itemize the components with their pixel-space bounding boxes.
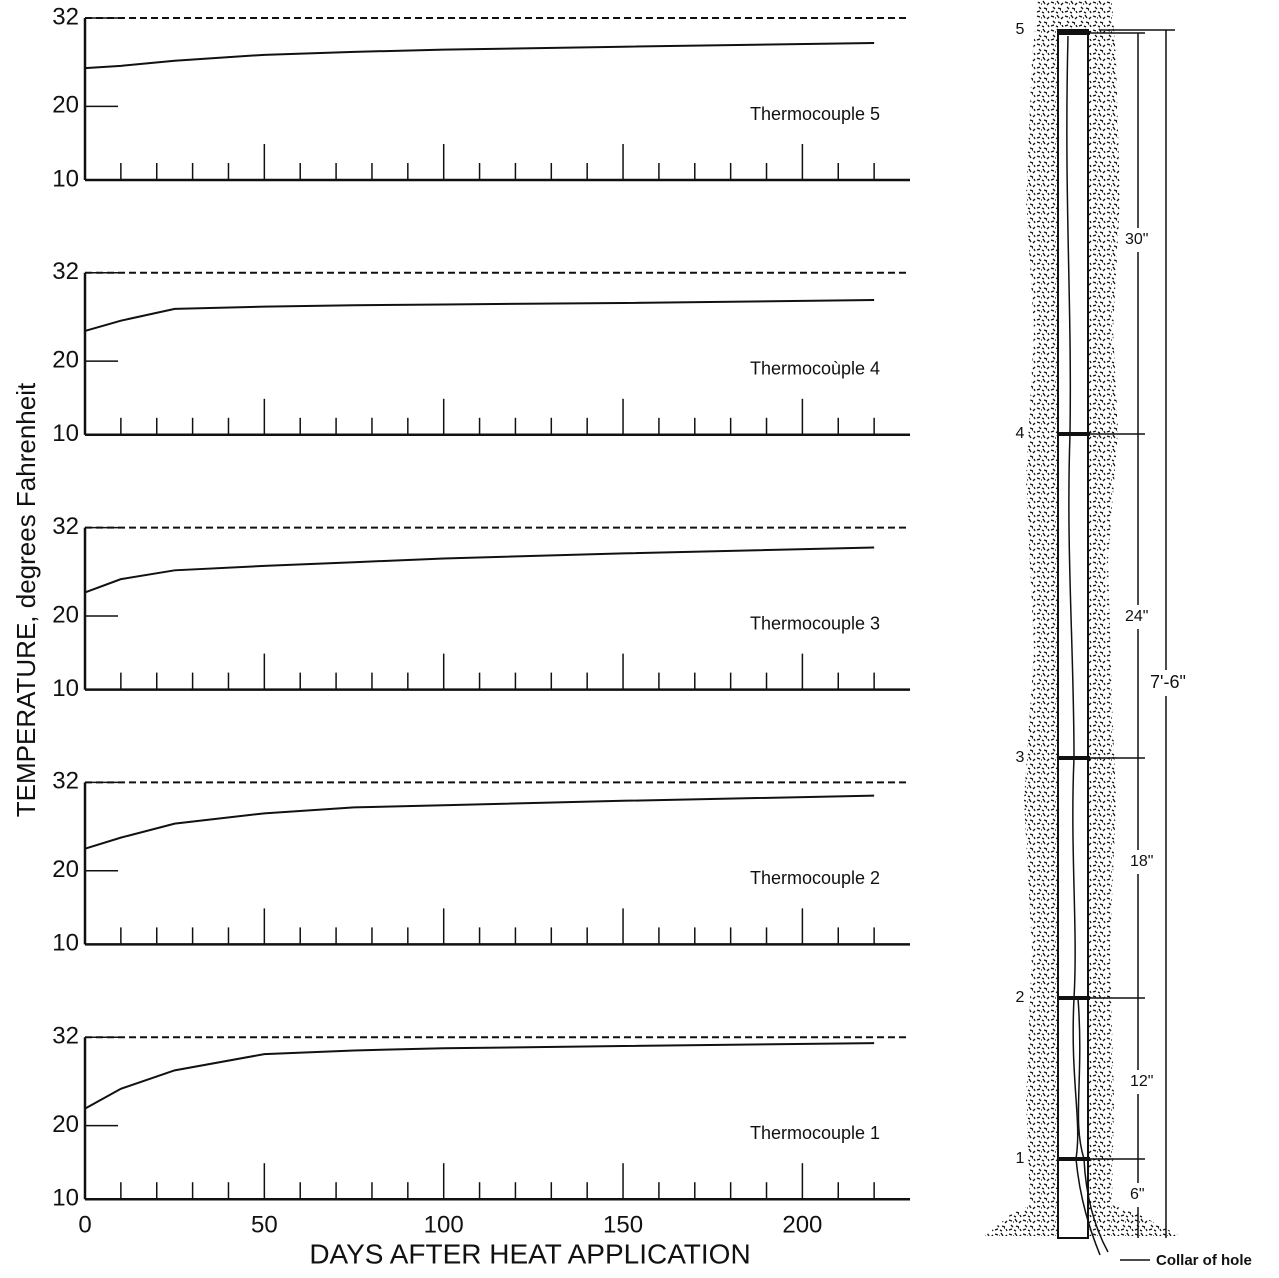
x-tick-label: 150: [603, 1212, 643, 1239]
x-axis-label: DAYS AFTER HEAT APPLICATION: [309, 1238, 750, 1269]
level-lines: [1058, 31, 1090, 1161]
y-tick-label: 32: [52, 513, 79, 540]
data-line: [84, 794, 875, 850]
borehole-diagram: 5 4 3 2 1 30" 24" 18" 12" 6" 7'-6" Colla…: [985, 0, 1252, 1269]
y-tick-label: 20: [52, 92, 79, 119]
annotation: Thermocouple 1: [750, 1123, 880, 1143]
y-tick-label: 10: [52, 930, 79, 957]
level-label: 4: [1016, 425, 1025, 442]
pipe: [1057, 29, 1089, 1239]
y-tick-label: 10: [52, 165, 79, 192]
y-tick-label: 10: [52, 420, 79, 447]
y-tick-label: 20: [52, 856, 79, 883]
annotation: Thermocoùple 4: [750, 359, 880, 379]
spacing-label: 30": [1125, 231, 1148, 248]
data-line: [84, 299, 875, 332]
y-tick-label: 20: [52, 601, 79, 628]
x-tick-label: 100: [424, 1212, 464, 1239]
annotation: Thermocouple 5: [750, 104, 880, 124]
annotation: Thermocouple 3: [750, 613, 880, 633]
y-tick-label: 32: [52, 1023, 79, 1050]
y-tick-label: 32: [52, 3, 79, 30]
wire: [1077, 997, 1109, 1253]
y-axis-label: TEMPERATURE, degrees Fahrenheit: [11, 382, 41, 817]
total-depth-label: 7'-6": [1150, 672, 1186, 692]
level-label: 3: [1016, 749, 1025, 766]
x-tick-label: 200: [782, 1212, 822, 1239]
y-tick-label: 20: [52, 347, 79, 374]
data-line: [84, 42, 875, 70]
annotation: Thermocouple 2: [750, 868, 880, 888]
y-tick-label: 10: [52, 1185, 79, 1212]
collar-label: Collar of hole: [1156, 1252, 1252, 1269]
charts: 10 20 32 Thermocouple 5 10 20 32 Thermocoùple 4…: [52, 3, 910, 1239]
level-label: 5: [1016, 21, 1025, 38]
spacing-label: 12": [1130, 1073, 1153, 1090]
x-tick-label: 0: [78, 1212, 91, 1239]
level-label: 1: [1016, 1150, 1025, 1167]
y-tick-label: 20: [52, 1111, 79, 1138]
level-label: 2: [1016, 989, 1025, 1006]
spacing-label: 6": [1130, 1186, 1145, 1203]
y-tick-label: 32: [52, 258, 79, 285]
spacing-label: 24": [1125, 608, 1148, 625]
data-line: [84, 1042, 875, 1110]
data-line: [84, 546, 875, 594]
spacing-label: 18": [1130, 853, 1153, 870]
y-tick-label: 32: [52, 768, 79, 795]
x-tick-label: 50: [251, 1212, 278, 1239]
y-tick-label: 10: [52, 675, 79, 702]
